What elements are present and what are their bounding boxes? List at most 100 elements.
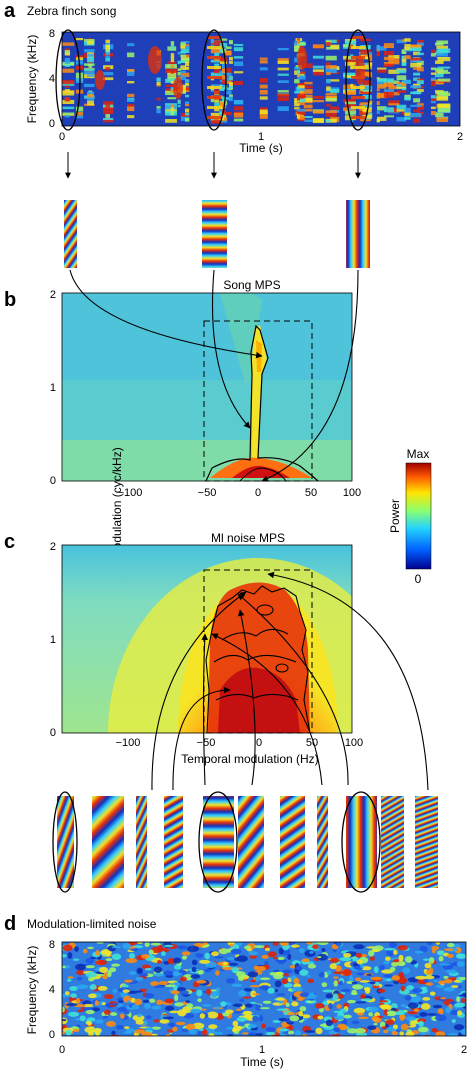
panel-b-contour [205, 324, 319, 482]
panel-c-xtick: −50 [197, 737, 216, 749]
panel-c-contour [215, 693, 299, 701]
panel-c-title: Ml noise MPS [211, 531, 285, 545]
panel-d: d Modulation-limited noise Frequency (kH… [4, 913, 467, 1069]
panel-a: a Zebra finch song Frequency (kHz) 0 4 8… [4, 0, 463, 179]
ripple-highlight-ellipse [198, 791, 238, 893]
panel-c-contour [221, 628, 289, 641]
panel-b-xtick: −50 [198, 487, 217, 499]
ripple-filter [202, 200, 227, 268]
panel-d-frame [61, 941, 467, 1037]
panel-b-contour [239, 467, 287, 482]
panel-a-xlabel: Time (s) [239, 141, 283, 155]
curved-arrow [211, 269, 251, 429]
curved-arrow [237, 593, 349, 786]
panel-a-ytick: 0 [49, 118, 55, 130]
panel-c-ytick: 1 [50, 634, 56, 646]
curved-arrow [69, 269, 263, 359]
panel-c-ytick: 0 [50, 727, 56, 739]
panel-c-frame [61, 544, 353, 734]
panel-b: b Song MPS 0 1 2 −100 −50 0 50 1 [4, 278, 362, 499]
ripple-filter [280, 796, 305, 888]
ripple-filter [136, 796, 147, 888]
panel-c-contours [205, 585, 311, 734]
panel-a-xtick: 0 [59, 131, 65, 143]
panel-d-title: Modulation-limited noise [27, 917, 157, 931]
panel-a-highlight-ellipse [55, 29, 81, 131]
panel-d-spectrogram-texture [62, 942, 466, 1036]
colorbar-max-label: Max [407, 447, 430, 461]
panel-a-letter: a [4, 0, 16, 22]
curved-arrow [267, 571, 429, 791]
panel-c-contour [256, 604, 274, 616]
panel-b-xtick: 50 [305, 487, 317, 499]
panel-c-xlabel: Temporal modulation (Hz) [181, 752, 318, 766]
panel-d-xtick: 1 [259, 1044, 265, 1056]
panel-d-xtick: 0 [59, 1044, 65, 1056]
panel-d-ylabel: Frequency (kHz) [25, 946, 39, 1035]
panel-b-title: Song MPS [223, 278, 280, 292]
panel-b-ytick: 1 [50, 382, 56, 394]
curved-arrow [172, 686, 231, 791]
panel-d-xlabel: Time (s) [240, 1055, 284, 1069]
curved-arrow [201, 633, 209, 786]
panel-c-yticks: 0 1 2 [50, 541, 56, 739]
panel-c-contour [205, 585, 311, 734]
ripple-filter [92, 796, 124, 888]
panel-a-ytick: 4 [49, 73, 55, 85]
curved-arrow [151, 591, 247, 791]
panel-a-xtick: 1 [258, 131, 264, 143]
ripple-highlight-ellipse [341, 791, 381, 893]
panel-b-frame [61, 292, 353, 482]
panel-a-highlight-ellipse [201, 29, 227, 131]
colorbar-label: Power [388, 499, 402, 533]
song-ripple-filters [64, 200, 370, 268]
panel-a-frame [61, 31, 461, 127]
panel-b-xticks: −100 −50 0 50 100 [118, 487, 362, 499]
panel-c-contour [275, 663, 289, 673]
panel-c-ytick: 2 [50, 541, 56, 553]
panel-a-ytick: 8 [49, 28, 55, 40]
panel-b-letter: b [4, 289, 16, 311]
noise-ripple-filters [52, 791, 438, 893]
panel-a-xticks: 0 1 2 [59, 131, 463, 143]
ripple-filter [238, 796, 264, 888]
panel-d-letter: d [4, 913, 16, 935]
panel-d-yticks: 0 4 8 [49, 939, 55, 1041]
panel-b-ytick: 0 [50, 475, 56, 487]
ripple-filter [346, 796, 377, 888]
ripple-filter [164, 796, 183, 888]
panel-d-ytick: 4 [49, 984, 55, 996]
ripple-filter [381, 796, 404, 888]
ripple-filter [415, 796, 438, 888]
panel-d-xticks: 0 1 2 [59, 1044, 467, 1056]
panel-b-xtick: 100 [343, 487, 361, 499]
colorbar-min-label: 0 [415, 572, 422, 586]
panel-c-arrows [151, 571, 429, 791]
panel-d-ytick: 0 [49, 1029, 55, 1041]
panel-d-xtick: 2 [461, 1044, 467, 1056]
curved-arrow [211, 633, 323, 786]
ripple-highlight-ellipse [52, 791, 78, 893]
panel-b-xtick: 0 [255, 487, 261, 499]
panel-c-xtick: 100 [345, 737, 363, 749]
panel-a-highlight-ellipse [345, 29, 371, 131]
ripple-filter [317, 796, 328, 888]
panel-b-xtick: −100 [118, 487, 143, 499]
colorbar: Max Power 0 [388, 447, 432, 586]
panel-b-yticks: 0 1 2 [50, 289, 56, 487]
panel-a-xtick: 2 [457, 131, 463, 143]
colorbar-gradient [405, 462, 432, 570]
panel-c-xticks: −100 −50 0 50 100 [116, 737, 364, 749]
panel-c-xtick: 0 [256, 737, 262, 749]
panel-a-yticks: 0 4 8 [49, 28, 55, 130]
panel-c-letter: c [4, 531, 15, 553]
panel-a-title: Zebra finch song [27, 4, 116, 18]
curved-arrow [237, 609, 256, 786]
curved-arrow [261, 269, 359, 482]
panel-b-mps-texture [62, 293, 352, 481]
ripple-filter [203, 796, 234, 888]
panel-b-arrows [69, 269, 359, 482]
panel-c-xtick: −100 [116, 737, 141, 749]
panel-c-contour [213, 654, 297, 663]
